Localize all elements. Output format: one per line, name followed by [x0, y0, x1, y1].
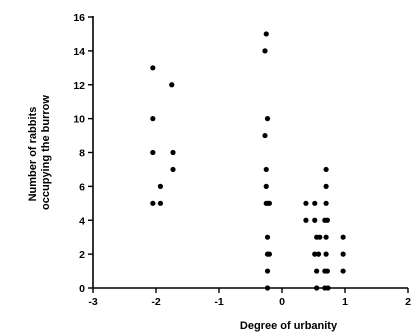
data-point: [323, 234, 329, 240]
data-point: [312, 200, 318, 206]
data-point: [303, 217, 309, 223]
y-axis-title-line-2: occupying the burrow: [40, 95, 52, 210]
data-point: [323, 251, 329, 257]
data-point: [317, 234, 323, 240]
y-tick-label: 0: [79, 283, 85, 295]
data-point: [263, 166, 269, 173]
x-axis-title: Degree of urbanity: [240, 320, 338, 332]
data-point: [314, 268, 320, 274]
data-point: [150, 65, 156, 71]
y-axis-title: Number of rabbits occupying the burrow: [27, 95, 52, 210]
data-point: [340, 268, 346, 274]
data-point: [323, 200, 329, 206]
y-tick-label: 4: [79, 215, 85, 227]
y-axis-title-line-1: Number of rabbits: [27, 107, 39, 202]
data-point: [262, 48, 268, 54]
y-tick-label: 10: [73, 114, 85, 126]
data-point: [312, 251, 318, 257]
data-point: [169, 82, 175, 88]
data-point: [263, 183, 269, 189]
x-tick-label: 1: [342, 296, 348, 308]
data-point: [340, 234, 346, 240]
data-point: [150, 116, 156, 122]
y-tick-label: 6: [79, 181, 85, 193]
y-tick-label: 2: [79, 249, 85, 261]
data-point: [157, 200, 164, 206]
data-point: [150, 149, 156, 156]
x-tick-label: -2: [151, 296, 160, 308]
data-point: [323, 183, 329, 189]
data-point: [170, 166, 176, 173]
data-point: [263, 31, 269, 37]
data-point: [262, 132, 268, 139]
y-tick-label: 16: [73, 12, 85, 24]
data-point: [303, 200, 309, 206]
points-layer: [150, 31, 346, 291]
data-point: [264, 116, 271, 122]
data-point: [312, 217, 318, 223]
data-point: [157, 183, 164, 189]
y-tick-label: 14: [73, 46, 85, 58]
data-point: [324, 268, 330, 274]
data-point: [170, 149, 176, 156]
x-tick-label: -3: [88, 296, 97, 308]
data-point: [324, 217, 330, 223]
data-point: [323, 166, 329, 173]
data-point: [340, 251, 346, 257]
x-tick-label: 0: [279, 296, 285, 308]
y-tick-label: 12: [73, 80, 85, 92]
data-point: [150, 200, 156, 206]
y-tick-label: 8: [79, 148, 85, 160]
data-point: [266, 200, 272, 206]
x-tick-label: 2: [405, 296, 411, 308]
x-tick-label: -1: [214, 296, 223, 308]
data-point: [264, 268, 271, 274]
data-point: [264, 234, 271, 240]
data-point: [266, 251, 272, 257]
data-point: [315, 251, 322, 257]
